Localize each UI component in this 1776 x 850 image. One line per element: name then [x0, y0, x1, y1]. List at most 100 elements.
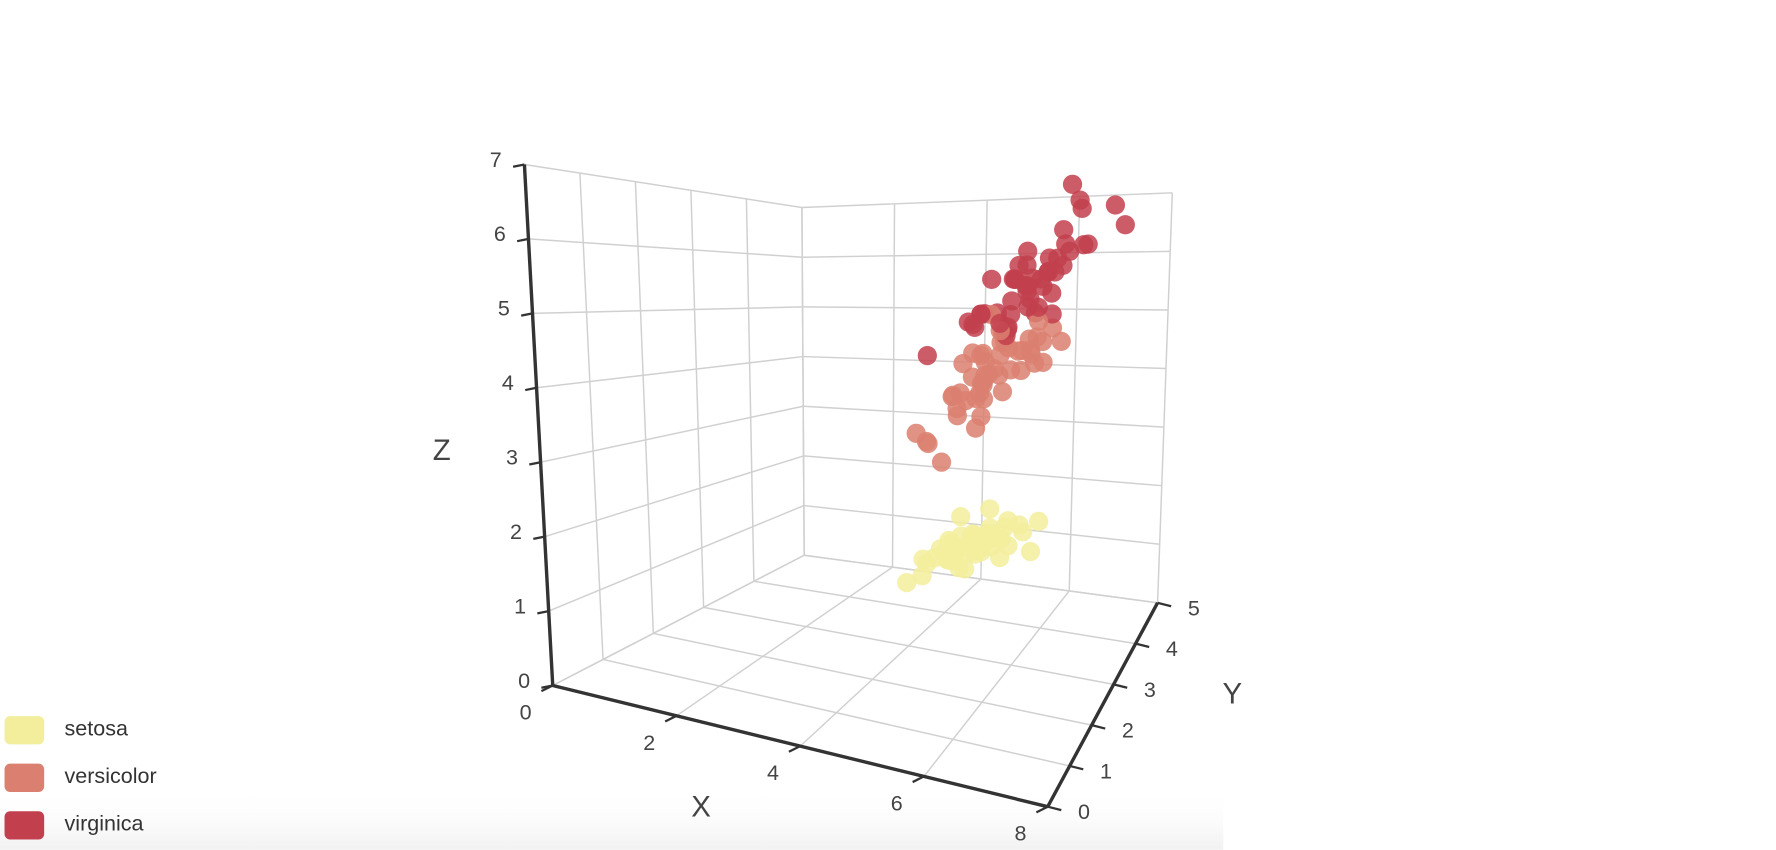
grid-line — [536, 355, 803, 389]
legend-label: versicolor — [65, 764, 157, 788]
data-point — [953, 353, 973, 374]
data-point — [1002, 291, 1022, 311]
data-point — [897, 572, 917, 593]
data-point — [1053, 255, 1073, 276]
data-point — [951, 507, 971, 527]
grid-line — [1068, 196, 1081, 591]
data-point — [1027, 327, 1047, 347]
z-tick-label: 3 — [506, 446, 518, 470]
grid-line — [579, 173, 604, 660]
grid-line — [745, 198, 755, 582]
y-tick-label: 3 — [1144, 678, 1156, 702]
z-tick — [529, 461, 541, 466]
bottom-shade — [0, 787, 1224, 850]
data-point — [966, 388, 986, 409]
z-tick-label: 5 — [498, 297, 510, 321]
grid-line — [602, 658, 1070, 767]
z-tick-label: 4 — [502, 371, 514, 395]
data-point — [906, 423, 926, 443]
data-point — [943, 385, 963, 405]
y-tick-label: 5 — [1188, 596, 1200, 620]
grid-line — [803, 455, 1162, 487]
z-tick — [520, 312, 533, 317]
grid-line — [653, 632, 1092, 726]
grid-line — [544, 455, 804, 538]
z-tick-label: 1 — [514, 594, 526, 618]
y-tick-label: 1 — [1100, 759, 1112, 783]
grid-line — [802, 250, 1171, 258]
z-tick — [541, 684, 553, 689]
points — [897, 174, 1135, 593]
data-point — [1033, 276, 1053, 296]
y-tick-label: 4 — [1166, 637, 1178, 661]
data-point — [990, 313, 1010, 333]
grid-line — [801, 192, 1173, 209]
grid-line — [524, 163, 803, 209]
grid-line — [799, 578, 982, 747]
legend: setosa versicolor virginica — [4, 716, 157, 840]
data-point — [1028, 511, 1049, 532]
data-point — [965, 418, 986, 438]
x-tick-label: 6 — [891, 791, 903, 815]
legend-swatch — [4, 811, 45, 840]
z-axis-title: Z — [433, 434, 451, 467]
z-axis-line — [522, 164, 555, 686]
x-tick-label: 2 — [643, 731, 655, 755]
grid-line — [690, 190, 705, 608]
data-point — [1018, 297, 1038, 317]
data-point — [1012, 340, 1032, 361]
legend-swatch — [4, 763, 45, 792]
grid-line — [676, 566, 893, 717]
y-axis-title: Y — [1223, 677, 1243, 710]
y-tick-label: 2 — [1122, 719, 1134, 743]
data-point — [975, 352, 995, 372]
z-tick — [533, 535, 545, 541]
data-point — [981, 536, 1001, 557]
z-tick-label: 0 — [518, 669, 530, 693]
grid-line — [703, 606, 1114, 686]
x-axis-title: X — [691, 791, 711, 824]
x-tick — [912, 775, 925, 784]
z-tick-label: 7 — [490, 148, 502, 172]
x-tick — [664, 714, 677, 723]
y-tick — [1157, 601, 1172, 608]
data-point — [917, 345, 937, 366]
data-point — [937, 549, 957, 570]
grid-line — [801, 207, 805, 556]
grid-line — [552, 554, 805, 687]
data-point — [963, 314, 983, 334]
data-point — [1009, 515, 1029, 535]
y-tick — [1069, 764, 1084, 771]
y-axis-line — [1046, 602, 1160, 808]
z-tick — [512, 163, 525, 168]
data-point — [1105, 195, 1126, 215]
data-point — [1020, 541, 1041, 562]
y-tick-label: 0 — [1078, 800, 1090, 824]
data-point — [1078, 234, 1098, 254]
legend-label: virginica — [65, 812, 144, 836]
grid-line — [540, 405, 804, 463]
grid-line — [753, 580, 1136, 645]
data-point — [962, 524, 983, 544]
data-point — [913, 549, 933, 569]
legend-label: setosa — [65, 716, 128, 740]
data-point — [1070, 190, 1090, 210]
data-point — [992, 382, 1013, 402]
x-tick-label: 8 — [1015, 822, 1027, 846]
x-tick-label: 4 — [767, 761, 779, 785]
data-point — [982, 269, 1002, 289]
data-point — [1018, 241, 1038, 261]
y-tick — [1135, 642, 1150, 649]
data-point — [1028, 311, 1049, 331]
data-point — [1056, 234, 1076, 254]
y-tick — [1113, 683, 1128, 689]
grid-line — [923, 590, 1070, 777]
z-tick-label: 6 — [494, 222, 506, 246]
z-tick — [516, 237, 529, 243]
grid-line — [528, 238, 803, 258]
z-tick-label: 2 — [510, 520, 522, 544]
data-point — [947, 406, 967, 426]
